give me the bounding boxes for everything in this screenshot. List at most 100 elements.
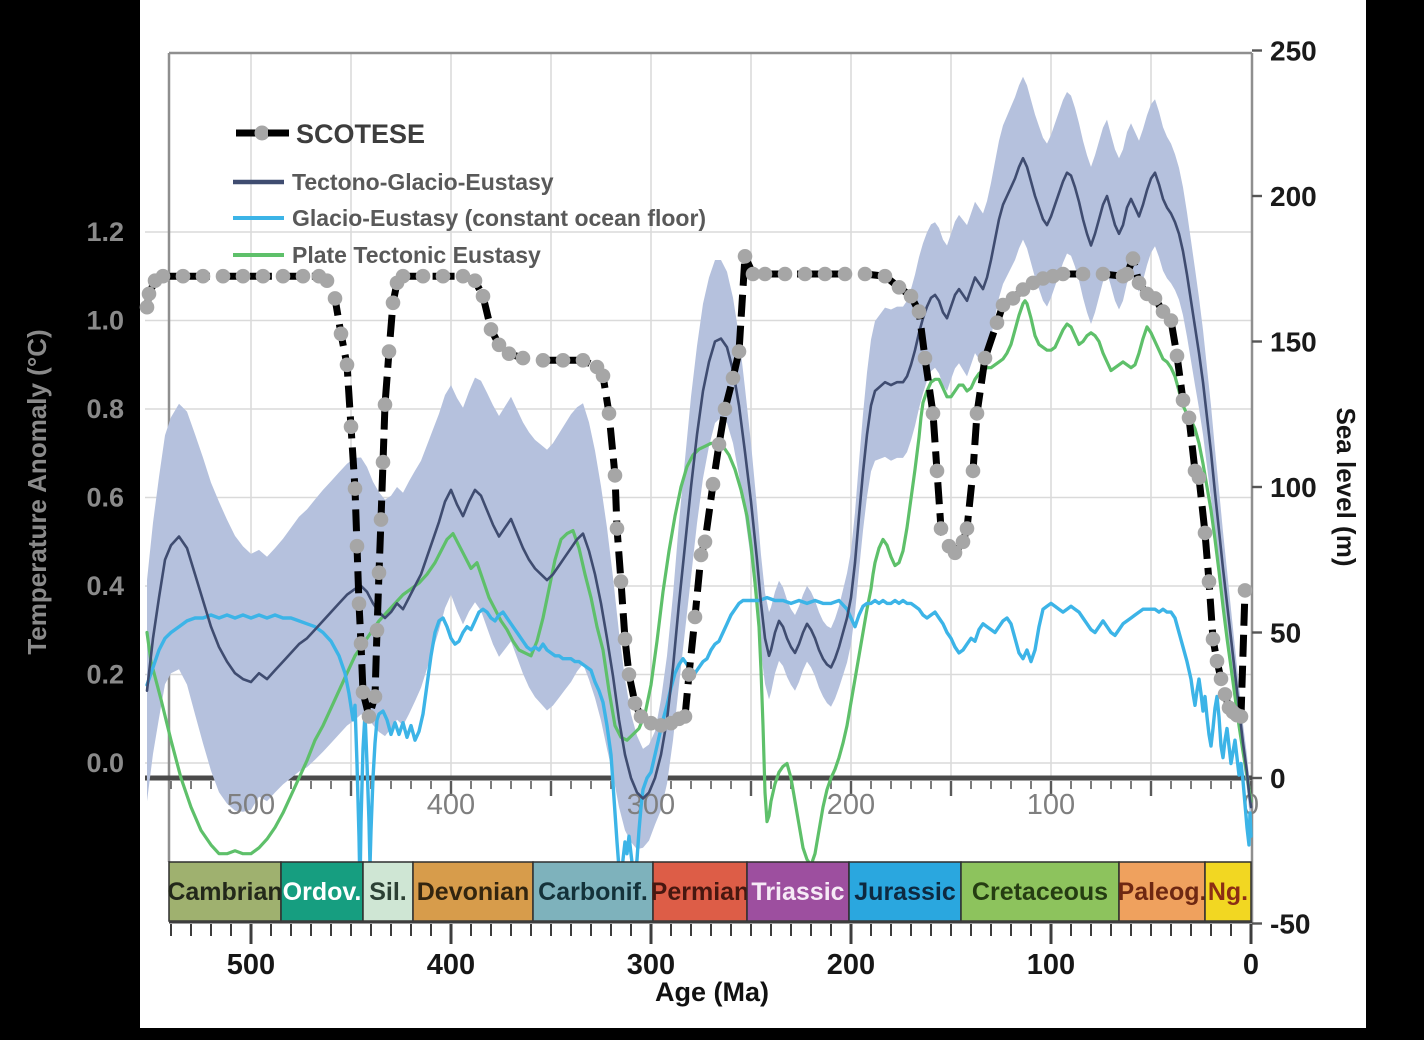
period-label: Cretaceous	[972, 878, 1108, 906]
scotese-point	[737, 248, 753, 264]
outer-x-label: 200	[827, 949, 875, 981]
scotese-point	[1213, 671, 1229, 687]
scotese-point	[255, 268, 271, 284]
scotese-point	[1217, 687, 1233, 702]
scotese-point	[377, 397, 393, 412]
temp-tick-label: 0.0	[86, 748, 124, 778]
scotese-point	[725, 370, 741, 386]
scotese-point	[717, 401, 733, 417]
scotese-point	[375, 454, 391, 470]
temp-tick-label: 1.0	[86, 306, 124, 336]
sea-tick-label: 200	[1270, 181, 1317, 212]
scotese-point	[275, 268, 291, 284]
scotese-point	[475, 288, 491, 304]
scotese-point	[595, 368, 611, 384]
sea-level-axis: 250 200 150 100 50 0 -50	[1252, 36, 1317, 940]
outer-x-label: 100	[1027, 949, 1075, 981]
scotese-point	[381, 344, 397, 359]
scotese-point	[609, 521, 625, 536]
scotese-point	[989, 315, 1005, 331]
outer-x-axis: 500 400 300 200 100 0	[169, 920, 1259, 981]
scotese-point	[327, 291, 343, 306]
scotese-point	[415, 268, 431, 284]
scotese-point	[361, 709, 377, 724]
scotese-point	[235, 268, 251, 284]
period-label: Permian	[651, 878, 750, 906]
glacio-eustasy-line	[145, 595, 1253, 891]
outer-x-label: 400	[427, 949, 475, 981]
scotese-point	[917, 350, 933, 366]
scotese-point	[617, 631, 633, 647]
scotese-point	[627, 696, 643, 711]
temp-tick-label: 1.2	[86, 217, 124, 247]
scotese-point	[195, 268, 211, 284]
scotese-point	[139, 299, 155, 315]
temp-tick-label: 0.4	[86, 571, 124, 601]
scotese-point	[1095, 266, 1111, 282]
scotese-point	[933, 521, 949, 536]
geologic-period-band: Cambrian Ordov. Sil. Devonian Carbonif. Permi…	[167, 861, 1252, 922]
legend-label-glacio: Glacio-Eustasy (constant ocean floor)	[292, 205, 706, 231]
scotese-point	[515, 350, 531, 366]
scotese-point	[215, 268, 231, 284]
scotese-point	[155, 268, 171, 284]
scotese-point	[349, 538, 365, 554]
scotese-point	[745, 266, 761, 282]
scotese-point	[339, 357, 355, 373]
y-left-title: Temperature Anomaly (°C)	[22, 329, 52, 654]
scotese-point	[911, 304, 927, 319]
scotese-point	[1055, 266, 1071, 282]
sea-tick-label: 0	[1270, 763, 1286, 794]
sea-tick-label: 100	[1270, 472, 1317, 503]
scotese-point	[929, 463, 945, 479]
scotese-point	[1163, 313, 1179, 328]
scotese-point	[373, 512, 389, 527]
temp-tick-label: 0.2	[86, 660, 124, 690]
scotese-point	[1181, 410, 1197, 426]
scotese-point	[483, 322, 499, 337]
scotese-point	[351, 596, 367, 611]
period-block	[532, 861, 654, 922]
scotese-point	[319, 273, 335, 289]
scotese-point	[371, 565, 387, 580]
scotese-point	[1125, 251, 1141, 266]
scotese-point	[607, 468, 623, 483]
period-label: Devonian	[417, 878, 530, 906]
legend-label-scotese: SCOTESE	[296, 119, 425, 149]
scotese-point	[141, 286, 157, 302]
sea-tick-label: 150	[1270, 327, 1317, 358]
uncertainty-band	[147, 76, 1251, 850]
outer-x-label: 300	[627, 949, 675, 981]
scotese-point	[891, 280, 907, 295]
period-label: Triassic	[751, 878, 844, 906]
legend-label-tectono: Tectono-Glacio-Eustasy	[292, 169, 554, 195]
scotese-point	[501, 346, 517, 362]
scotese-point	[711, 437, 727, 452]
scotese-point	[367, 689, 383, 704]
scotese-point	[1169, 348, 1185, 364]
period-label: Cambrian	[167, 878, 282, 906]
scotese-legend-dot-icon	[254, 125, 270, 141]
scotese-point	[1233, 709, 1249, 724]
inner-x-label: 300	[627, 789, 675, 821]
scotese-point	[613, 574, 629, 589]
scotese-point	[965, 463, 981, 479]
outer-x-label: 500	[227, 949, 275, 981]
scotese-point	[877, 268, 893, 284]
scotese-point	[1197, 525, 1213, 541]
scotese-point	[621, 667, 637, 682]
scotese-point	[1147, 291, 1163, 306]
scotese-point	[175, 268, 191, 284]
scotese-point	[455, 268, 471, 284]
scotese-point	[677, 709, 693, 724]
scotese-point	[343, 419, 359, 435]
scotese-point	[295, 268, 311, 284]
scotese-point	[681, 667, 697, 682]
period-label: Ng.	[1208, 878, 1248, 906]
temp-tick-label: 0.6	[86, 483, 124, 513]
scotese-point	[925, 406, 941, 421]
scotese-point	[757, 266, 773, 282]
scotese-point	[817, 266, 833, 282]
inner-x-label: 100	[1027, 789, 1075, 821]
scotese-point	[955, 534, 971, 550]
